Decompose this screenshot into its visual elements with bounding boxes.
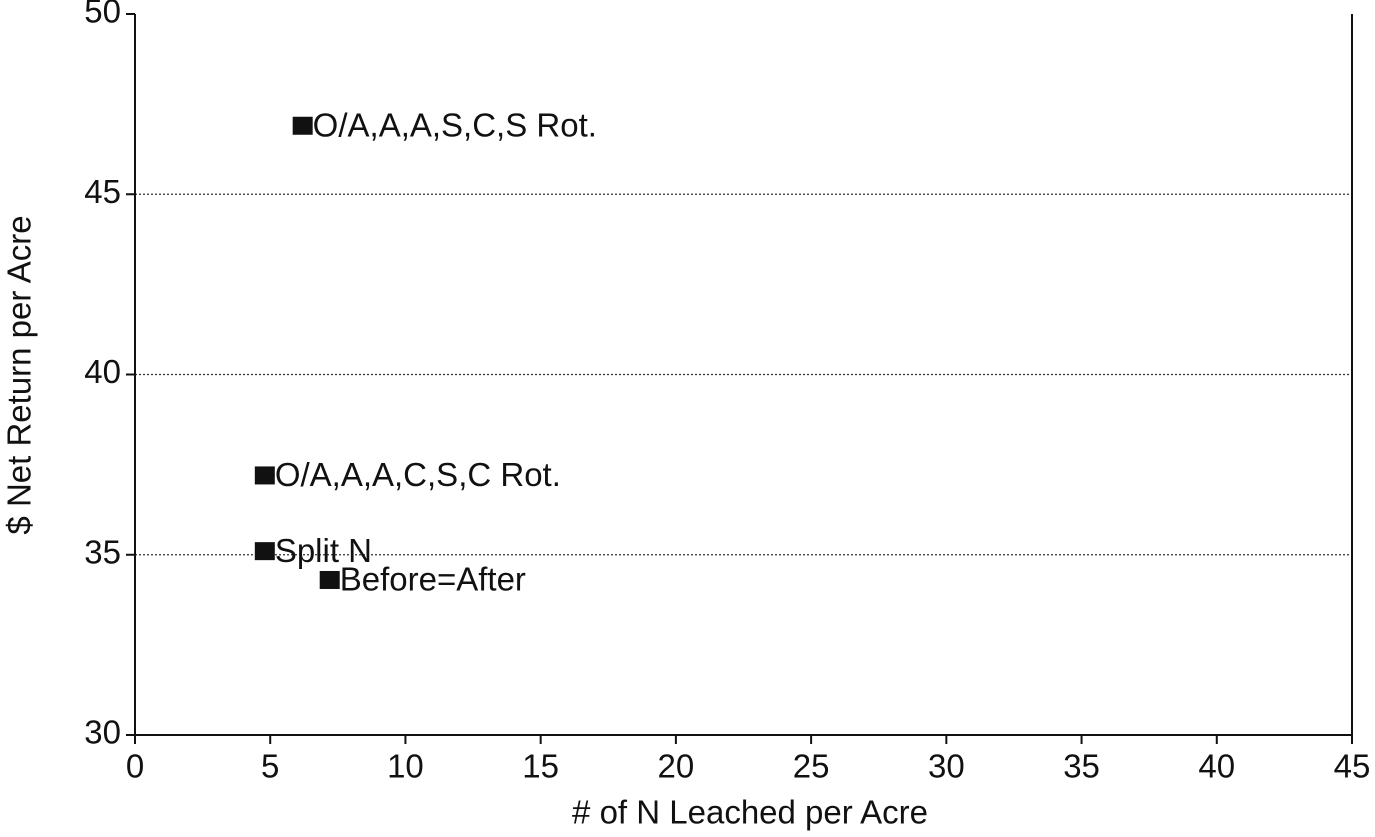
x-tick-label: 30 [928,748,965,785]
y-tick-label: 50 [84,0,121,30]
x-tick-label: 0 [126,748,144,785]
point-label: Split N [275,532,372,569]
x-tick-label: 25 [793,748,830,785]
x-tick-label: 35 [1063,748,1100,785]
point [254,466,275,485]
point-label: O/A,A,A,C,S,C Rot. [275,456,561,493]
y-tick-label: 35 [84,533,121,570]
y-tick-label: 45 [84,173,121,210]
point [319,570,340,589]
x-tick-label: 15 [522,748,559,785]
x-tick-label: 40 [1198,748,1235,785]
x-tick-label: 10 [387,748,424,785]
point-label: Before=After [340,561,526,598]
y-tick-label: 40 [84,353,121,390]
x-tick-label: 20 [658,748,695,785]
x-axis-label: # of N Leached per Acre [572,794,928,831]
point-label: O/A,A,A,S,C,S Rot. [313,106,597,143]
x-tick-label: 5 [261,748,279,785]
y-axis-label: $ Net Return per Acre [1,215,38,534]
point [254,542,275,561]
x-tick-label: 45 [1334,748,1371,785]
y-tick-label: 30 [84,714,121,751]
point [292,116,313,135]
axes-frame [134,14,1353,736]
